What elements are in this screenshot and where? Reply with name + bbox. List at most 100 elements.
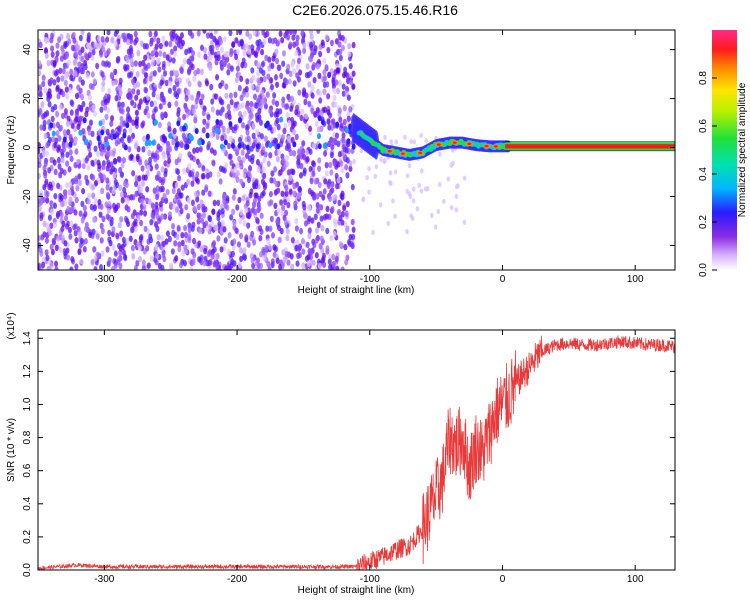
- noise-speckle: [327, 124, 332, 131]
- noise-speckle: [66, 115, 71, 123]
- noise-speckle: [255, 159, 260, 166]
- noise-speckle: [197, 51, 202, 58]
- noise-speckle: [68, 196, 73, 203]
- noise-speckle: [128, 116, 133, 123]
- noise-speckle: [201, 126, 206, 134]
- noise-speckle: [49, 77, 54, 84]
- noise-speckle: [301, 248, 306, 255]
- noise-speckle: [157, 121, 162, 129]
- noise-speckle: [209, 39, 214, 47]
- noise-speckle: [212, 199, 217, 207]
- sparse-speckle: [451, 160, 455, 166]
- noise-speckle: [288, 70, 293, 78]
- noise-speckle: [60, 152, 65, 159]
- noise-speckle: [281, 249, 286, 256]
- bottom-x-tick-label: -200: [227, 574, 247, 585]
- noise-speckle: [276, 149, 281, 156]
- noise-speckle: [162, 153, 167, 160]
- noise-speckle: [69, 220, 74, 227]
- noise-speckle: [243, 167, 248, 175]
- noise-speckle: [171, 223, 176, 230]
- noise-speckle: [222, 60, 227, 68]
- noise-speckle: [66, 220, 71, 227]
- noise-speckle: [59, 211, 64, 219]
- noise-speckle: [257, 107, 262, 115]
- noise-speckle: [85, 72, 90, 79]
- noise-speckle: [317, 181, 322, 189]
- noise-speckle: [192, 75, 197, 82]
- noise-speckle: [136, 89, 141, 96]
- noise-speckle: [186, 58, 191, 65]
- noise-speckle: [177, 241, 182, 248]
- noise-speckle: [276, 187, 281, 194]
- bottom-x-tick-label: -100: [360, 574, 380, 585]
- noise-speckle: [242, 110, 247, 117]
- noise-speckle: [138, 235, 143, 243]
- noise-speckle: [234, 53, 239, 61]
- noise-speckle: [106, 159, 111, 166]
- noise-speckle: [124, 181, 129, 188]
- noise-speckle: [229, 214, 234, 221]
- signal-peak: [493, 145, 498, 148]
- noise-speckle: [55, 121, 60, 129]
- sparse-speckle: [382, 158, 387, 165]
- noise-speckle: [248, 114, 253, 121]
- noise-hotspot: [223, 139, 228, 146]
- noise-speckle: [154, 163, 159, 170]
- noise-speckle: [61, 220, 66, 228]
- noise-speckle: [111, 244, 116, 251]
- noise-speckle: [226, 127, 231, 134]
- noise-speckle: [187, 67, 192, 75]
- noise-speckle: [53, 221, 58, 229]
- noise-speckle: [332, 160, 337, 167]
- noise-speckle: [99, 237, 104, 244]
- noise-speckle: [304, 149, 309, 156]
- noise-hotspot: [351, 143, 356, 150]
- noise-hotspot: [320, 119, 325, 126]
- noise-speckle: [159, 205, 164, 213]
- noise-hotspot: [185, 143, 190, 150]
- noise-speckle: [78, 179, 83, 187]
- y-scale-note: (x10⁴): [6, 312, 17, 339]
- noise-speckle: [48, 181, 53, 188]
- noise-speckle: [197, 212, 202, 220]
- noise-speckle: [239, 159, 244, 167]
- noise-speckle: [83, 237, 88, 245]
- noise-speckle: [303, 98, 308, 106]
- bottom-y-tick-label: 0.0: [22, 563, 33, 577]
- noise-speckle: [253, 93, 258, 101]
- noise-speckle: [246, 48, 251, 55]
- noise-hotspot: [279, 116, 284, 123]
- noise-speckle: [174, 181, 179, 189]
- noise-speckle: [38, 262, 42, 270]
- noise-speckle: [130, 212, 135, 220]
- noise-speckle: [106, 207, 111, 214]
- noise-speckle: [50, 208, 55, 215]
- noise-speckle: [179, 32, 184, 39]
- noise-speckle: [295, 239, 300, 246]
- noise-speckle: [38, 91, 43, 98]
- noise-speckle: [349, 241, 354, 248]
- noise-speckle: [191, 108, 196, 115]
- noise-speckle: [292, 182, 297, 190]
- noise-speckle: [226, 69, 231, 76]
- sparse-speckle: [419, 168, 424, 174]
- noise-speckle: [283, 219, 288, 226]
- noise-hotspot: [322, 142, 327, 149]
- noise-speckle: [156, 57, 161, 64]
- noise-speckle: [81, 162, 86, 170]
- noise-speckle: [284, 190, 289, 197]
- noise-speckle: [96, 150, 101, 158]
- noise-speckle: [208, 215, 213, 223]
- signal-peak: [400, 152, 405, 155]
- noise-speckle: [283, 198, 288, 206]
- noise-speckle: [292, 150, 297, 157]
- noise-speckle: [161, 35, 166, 42]
- noise-speckle: [244, 43, 249, 50]
- noise-speckle: [135, 260, 140, 267]
- noise-speckle: [213, 93, 218, 100]
- noise-speckle: [210, 253, 215, 260]
- noise-hotspot: [200, 139, 205, 146]
- noise-speckle: [322, 69, 327, 76]
- noise-speckle: [329, 140, 334, 148]
